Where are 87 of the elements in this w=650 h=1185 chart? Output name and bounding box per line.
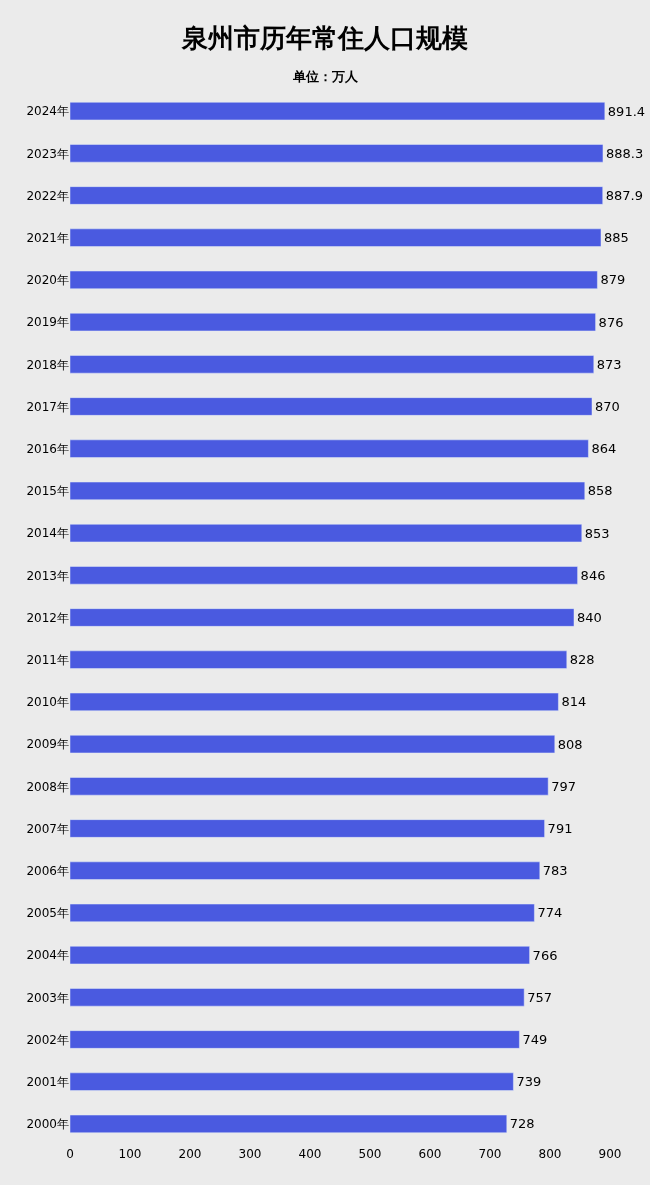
bar xyxy=(70,903,535,923)
y-tick-label: 2020年 xyxy=(26,273,69,288)
data-label: 853 xyxy=(584,525,610,541)
data-label: 814 xyxy=(561,694,587,710)
chart-subtitle: 单位：万人 xyxy=(291,69,359,85)
data-label: 757 xyxy=(527,989,553,1005)
bar xyxy=(70,270,598,290)
bar xyxy=(70,186,603,205)
bar xyxy=(70,101,606,121)
x-tick-label: 0 xyxy=(66,1147,74,1161)
bar xyxy=(70,144,604,163)
bar xyxy=(70,481,586,501)
y-tick-label: 2012年 xyxy=(26,610,69,625)
data-label: 766 xyxy=(532,947,558,963)
bar xyxy=(70,861,541,880)
y-tick-label: 2009年 xyxy=(26,737,69,752)
data-label: 891.4 xyxy=(607,103,646,119)
bar xyxy=(70,734,556,754)
x-tick-label: 100 xyxy=(118,1147,142,1161)
bar xyxy=(70,1072,514,1091)
data-label: 749 xyxy=(522,1032,548,1047)
bar xyxy=(70,988,525,1007)
x-tick-label: 800 xyxy=(538,1147,562,1161)
data-label: 846 xyxy=(580,567,606,583)
y-tick-label: 2002年 xyxy=(26,1032,69,1047)
y-tick-label: 2003年 xyxy=(26,990,69,1005)
data-label: 873 xyxy=(596,356,622,372)
y-tick-label: 2019年 xyxy=(26,315,69,330)
bar xyxy=(70,228,602,247)
data-label: 858 xyxy=(587,483,613,499)
bar xyxy=(70,777,549,796)
y-tick-label: 2007年 xyxy=(26,821,69,836)
y-tick-label: 2000年 xyxy=(26,1117,69,1132)
data-label: 879 xyxy=(600,272,626,288)
data-label: 840 xyxy=(577,610,602,625)
y-tick-label: 2014年 xyxy=(26,526,69,541)
chart-title: 泉州市历年常住人口规模 xyxy=(181,23,468,54)
data-label: 783 xyxy=(542,863,568,879)
data-label: 791 xyxy=(547,821,573,836)
bar xyxy=(70,1114,508,1134)
y-tick-label: 2004年 xyxy=(26,948,69,963)
bar xyxy=(70,650,568,669)
data-label: 808 xyxy=(557,736,583,752)
x-tick-label: 700 xyxy=(478,1147,502,1161)
data-label: 887.9 xyxy=(605,188,643,203)
y-tick-label: 2023年 xyxy=(26,146,69,161)
bar xyxy=(70,608,575,627)
x-tick-label: 300 xyxy=(238,1147,262,1161)
bar xyxy=(70,692,559,712)
y-tick-label: 2017年 xyxy=(26,399,69,414)
x-tick-label: 200 xyxy=(178,1147,202,1161)
bar xyxy=(70,312,596,332)
y-tick-label: 2013年 xyxy=(26,568,69,583)
x-tick-label: 900 xyxy=(598,1147,622,1161)
data-label: 797 xyxy=(551,778,577,794)
data-label: 728 xyxy=(509,1116,535,1132)
y-tick-label: 2011年 xyxy=(26,652,69,667)
bar xyxy=(70,819,545,838)
data-label: 828 xyxy=(569,652,595,668)
bar xyxy=(70,945,530,965)
data-label: 888.3 xyxy=(605,145,644,161)
y-tick-label: 2005年 xyxy=(26,906,69,921)
x-tick-label: 500 xyxy=(358,1147,382,1161)
y-tick-label: 2024年 xyxy=(26,104,69,119)
data-label: 774 xyxy=(537,905,563,921)
y-tick-label: 2021年 xyxy=(26,230,69,245)
x-tick-label: 600 xyxy=(418,1147,442,1161)
data-label: 870 xyxy=(595,399,620,414)
y-tick-label: 2016年 xyxy=(26,441,69,456)
data-label: 739 xyxy=(516,1074,542,1090)
y-tick-label: 2001年 xyxy=(26,1074,69,1089)
y-tick-label: 2010年 xyxy=(26,695,69,710)
bar xyxy=(70,397,593,416)
bar xyxy=(70,355,595,374)
bar xyxy=(70,566,578,585)
bar xyxy=(70,439,589,458)
y-tick-label: 2018年 xyxy=(26,357,69,372)
y-tick-label: 2022年 xyxy=(26,188,69,203)
y-tick-label: 2008年 xyxy=(26,779,69,794)
data-label: 876 xyxy=(598,314,624,330)
bar xyxy=(70,523,583,543)
y-tick-label: 2015年 xyxy=(26,484,69,499)
y-tick-label: 2006年 xyxy=(26,863,69,878)
data-label: 864 xyxy=(591,441,617,457)
data-label: 885 xyxy=(604,230,629,246)
x-tick-label: 400 xyxy=(298,1147,322,1161)
bar xyxy=(70,1030,520,1049)
